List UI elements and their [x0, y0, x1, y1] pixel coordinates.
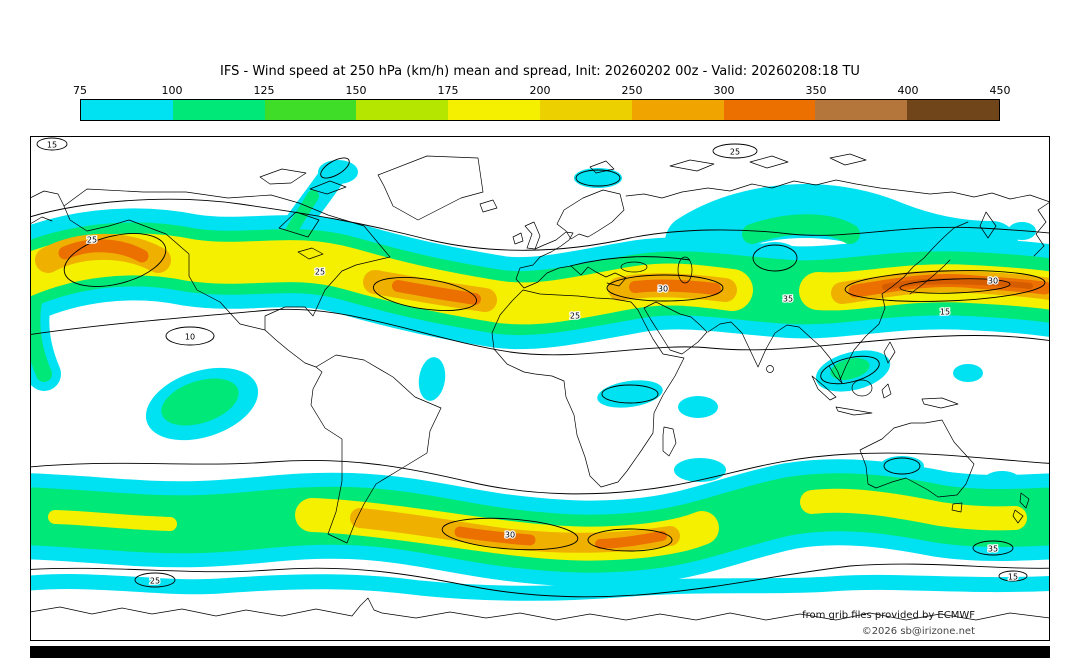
contour-label: 25 — [87, 236, 97, 245]
credit-ecmwf: from grib files provided by ECMWF — [802, 610, 975, 621]
colorbar-tick: 200 — [529, 84, 551, 97]
colorbar — [80, 99, 1000, 121]
colorbar-tick: 75 — [73, 84, 87, 97]
map-frame — [30, 136, 1050, 641]
contour-label: 25 — [730, 148, 740, 157]
colorbar-segment — [264, 100, 357, 120]
contour-label: 35 — [783, 295, 793, 304]
bottom-border-bar — [30, 646, 1050, 658]
colorbar-segment — [723, 100, 816, 120]
contour-label: 35 — [988, 545, 998, 554]
contour-label: 30 — [505, 531, 515, 540]
colorbar-segment — [907, 100, 999, 120]
contour-label: 25 — [315, 268, 325, 277]
colorbar-tick: 350 — [805, 84, 827, 97]
colorbar-segment — [539, 100, 632, 120]
contour-label: 15 — [940, 308, 950, 317]
colorbar-segment — [172, 100, 265, 120]
colorbar-segment — [81, 100, 173, 120]
contour-label: 25 — [150, 577, 160, 586]
colorbar-tick: 250 — [621, 84, 643, 97]
credit-copyright: ©2026 sb@irizone.net — [862, 626, 975, 637]
contour-label: 15 — [1008, 573, 1018, 582]
contour-labels-layer: 15 25 10 25 25 30 35 25 30 15 30 25 35 15 — [46, 139, 1020, 587]
colorbar-segment — [448, 100, 540, 120]
chart-title: IFS - Wind speed at 250 hPa (km/h) mean … — [220, 64, 860, 79]
colorbar-tick: 125 — [253, 84, 275, 97]
colorbar-tick: 400 — [897, 84, 919, 97]
colorbar-tick: 450 — [989, 84, 1011, 97]
colorbar-segment — [631, 100, 724, 120]
contour-label: 30 — [658, 285, 668, 294]
colorbar-tick: 175 — [437, 84, 459, 97]
colorbar-ticks: 75 100 125 150 175 200 250 300 350 400 450 — [73, 84, 1011, 97]
contour-label: 25 — [570, 312, 580, 321]
contour-label: 10 — [185, 333, 195, 342]
coastlines-layer — [30, 153, 1050, 621]
world-map: 15 25 10 25 25 30 35 25 30 15 30 25 35 15 from grib f… — [30, 136, 1050, 641]
colorbar-tick: 100 — [161, 84, 183, 97]
contour-label: 30 — [988, 277, 998, 286]
spread-contours-layer — [30, 137, 1050, 598]
wind-speed-fill-layer — [30, 160, 1050, 601]
contour-label: 15 — [47, 141, 57, 150]
colorbar-segment — [815, 100, 908, 120]
colorbar-tick: 150 — [345, 84, 367, 97]
colorbar-tick: 300 — [713, 84, 735, 97]
colorbar-segment — [356, 100, 449, 120]
